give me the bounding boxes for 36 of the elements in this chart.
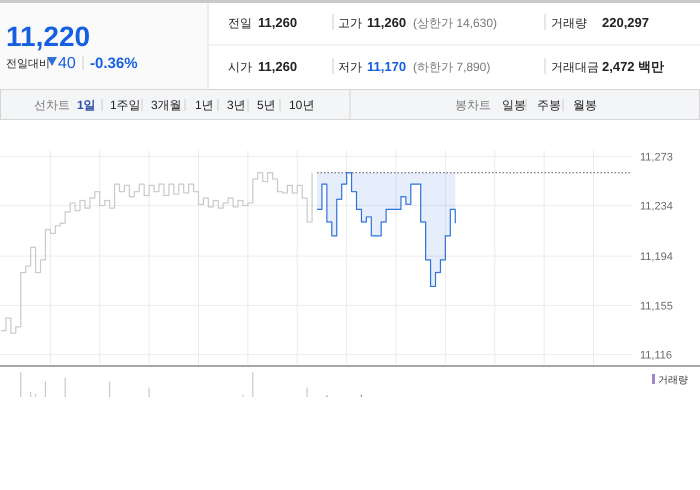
- text: 220,297: [602, 15, 649, 30]
- legend-label: 거래량: [658, 375, 688, 386]
- text: -0.36%: [90, 55, 138, 72]
- text: 거래대금: [551, 60, 599, 74]
- y-tick-label: 11,155: [640, 300, 673, 312]
- text: 11,260: [258, 59, 298, 74]
- y-tick-label: 11,273: [640, 151, 673, 164]
- text: 고가: [338, 16, 362, 30]
- text: (하한가 7,890): [413, 60, 490, 74]
- text: 5년: [257, 98, 276, 112]
- y-tick-label: 11,194: [640, 251, 673, 264]
- text: 전일: [228, 16, 252, 30]
- text: 11,170: [367, 59, 406, 74]
- text: 시가: [228, 60, 252, 74]
- text: (상한가 14,630): [413, 16, 498, 30]
- text: 11,260: [367, 15, 406, 30]
- y-tick-label: 11,234: [640, 200, 673, 213]
- text: 40: [58, 55, 76, 72]
- text: 11,220: [6, 21, 90, 52]
- text: 2,472 백만: [602, 59, 664, 74]
- text: 저가: [338, 60, 362, 74]
- text: 주봉: [537, 98, 561, 112]
- text: 월봉: [573, 98, 597, 112]
- text: 10년: [289, 98, 314, 112]
- text: 선차트: [34, 98, 70, 112]
- text: 11,260: [258, 15, 298, 30]
- text: 일봉: [502, 98, 526, 112]
- text: 전일대비: [6, 58, 50, 70]
- text: 3개월: [151, 98, 182, 112]
- y-tick-label: 11,116: [640, 350, 672, 362]
- text: 1년: [195, 98, 214, 112]
- text: 1일: [77, 98, 96, 112]
- text: 1주일: [110, 98, 141, 112]
- text: 3년: [227, 98, 246, 112]
- text: 봉차트: [455, 98, 491, 112]
- text: 거래량: [551, 16, 587, 30]
